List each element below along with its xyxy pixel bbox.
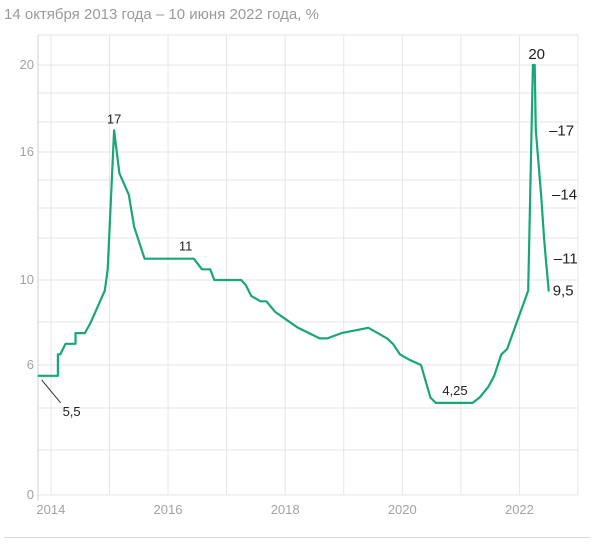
data-label: –17 — [549, 122, 574, 139]
data-label: 9,5 — [553, 283, 574, 300]
line-layer — [37, 63, 550, 404]
data-label: 20 — [528, 46, 545, 63]
series-line — [37, 63, 550, 404]
data-label: –14 — [552, 187, 577, 204]
y-tick-label: 6 — [27, 357, 34, 372]
data-label: 11 — [179, 239, 193, 254]
y-tick-label: 20 — [20, 57, 34, 72]
grid-layer — [38, 34, 579, 496]
x-tick-label: 2022 — [505, 502, 534, 517]
bottom-divider — [4, 537, 590, 538]
x-tick-label: 2016 — [154, 502, 183, 517]
x-tick-label: 2014 — [36, 502, 65, 517]
chart-subtitle: 14 октября 2013 года – 10 июня 2022 года… — [4, 6, 319, 23]
y-tick-label: 0 — [27, 487, 34, 502]
annotation-layer: 17 11 5,5 4,25 20 –17 –14 –11 9,5 — [41, 46, 578, 419]
data-label: 17 — [107, 111, 121, 126]
data-label: –11 — [554, 251, 578, 268]
x-tick-label: 2020 — [388, 502, 417, 517]
x-tick-label: 2018 — [271, 502, 300, 517]
annotation-leader — [41, 379, 61, 404]
y-tick-label: 16 — [20, 144, 34, 159]
axis-layer: 0 6 10 16 20 2014 2016 2018 2020 2022 — [20, 35, 534, 517]
data-label: 4,25 — [442, 383, 467, 398]
data-label: 5,5 — [63, 404, 81, 419]
y-tick-label: 10 — [20, 272, 34, 287]
